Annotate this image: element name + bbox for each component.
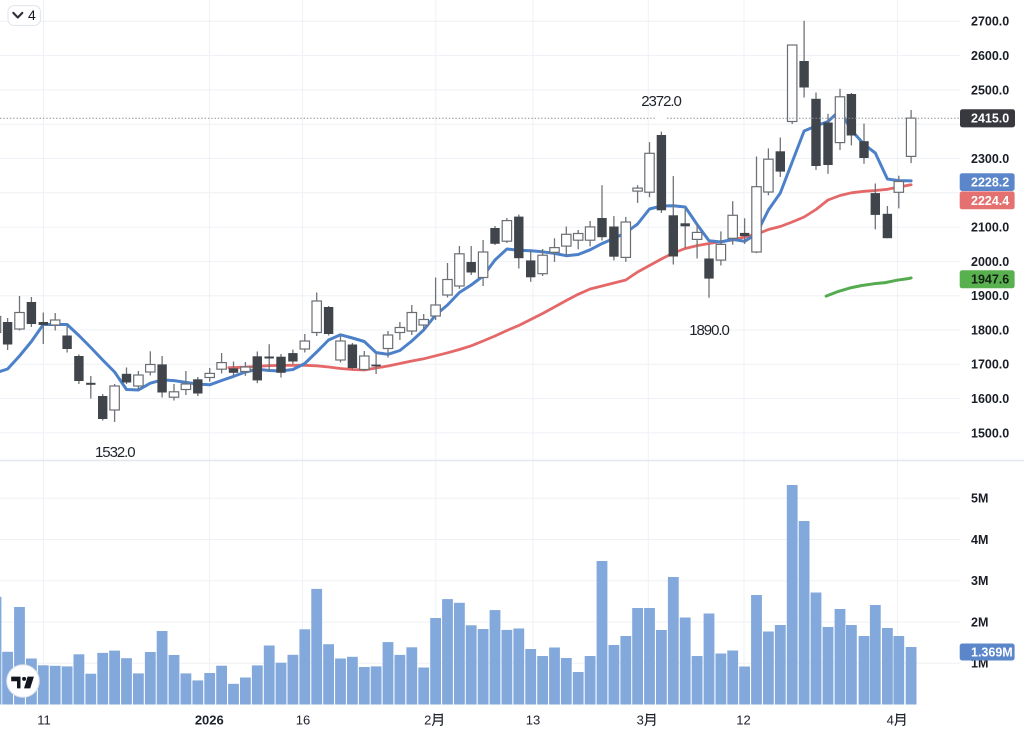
svg-text:1900.0: 1900.0	[971, 289, 1009, 303]
svg-text:1600.0: 1600.0	[971, 392, 1009, 406]
svg-text:12: 12	[736, 713, 750, 728]
svg-text:1700.0: 1700.0	[971, 358, 1009, 372]
svg-text:2M: 2M	[971, 615, 988, 629]
svg-text:2228.2: 2228.2	[971, 176, 1009, 190]
svg-text:2224.4: 2224.4	[971, 194, 1009, 208]
svg-text:2600.0: 2600.0	[971, 49, 1009, 63]
svg-text:13: 13	[526, 713, 540, 728]
svg-text:5M: 5M	[971, 492, 988, 506]
svg-text:1947.6: 1947.6	[971, 273, 1009, 287]
svg-text:2100.0: 2100.0	[971, 221, 1009, 235]
svg-text:1532.0: 1532.0	[95, 444, 135, 461]
svg-text:2026: 2026	[195, 713, 224, 728]
svg-text:2000.0: 2000.0	[971, 255, 1009, 269]
svg-text:2500.0: 2500.0	[971, 83, 1009, 97]
svg-text:1500.0: 1500.0	[971, 426, 1009, 440]
svg-text:4M: 4M	[971, 533, 988, 547]
svg-text:1800.0: 1800.0	[971, 323, 1009, 337]
svg-text:16: 16	[296, 713, 310, 728]
svg-text:2415.0: 2415.0	[971, 112, 1009, 126]
svg-text:4: 4	[28, 7, 36, 23]
svg-text:1890.0: 1890.0	[689, 322, 729, 339]
svg-text:2300.0: 2300.0	[971, 152, 1009, 166]
svg-text:4: 4	[887, 713, 894, 728]
svg-text:1.369M: 1.369M	[971, 645, 1013, 659]
svg-text:2372.0: 2372.0	[641, 93, 681, 110]
svg-text:11: 11	[37, 713, 51, 728]
svg-text:2700.0: 2700.0	[971, 15, 1009, 29]
svg-text:3M: 3M	[971, 574, 988, 588]
svg-text:3: 3	[637, 713, 644, 728]
svg-text:2: 2	[424, 713, 431, 728]
